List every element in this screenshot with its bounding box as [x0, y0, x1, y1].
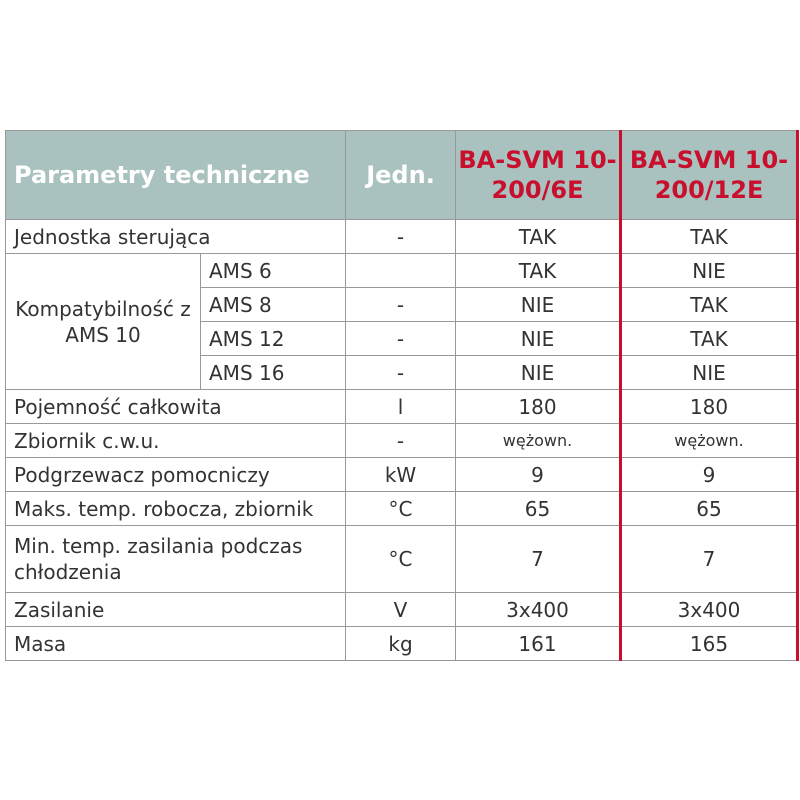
- unit-cell: kg: [345, 626, 457, 661]
- unit-cell: [345, 253, 457, 288]
- sub-label: AMS 6: [199, 253, 347, 288]
- table-row: Zbiornik c.w.u. - wężown. wężown.: [4, 423, 800, 458]
- unit-cell: V: [345, 592, 457, 627]
- value-cell: 180: [619, 389, 800, 424]
- row-label: Jednostka sterująca: [4, 219, 347, 254]
- value-cell: NIE: [455, 355, 622, 390]
- value-cell: TAK: [619, 287, 800, 322]
- value-cell: 9: [619, 457, 800, 492]
- sub-label: AMS 16: [199, 355, 347, 390]
- row-label: Pojemność całkowita: [4, 389, 347, 424]
- header-row: Parametry techniczne Jedn. BA-SVM 10-200…: [4, 130, 800, 220]
- unit-cell: l: [345, 389, 457, 424]
- table-row: Pojemność całkowita l 180 180: [4, 389, 800, 424]
- value-cell: 3x400: [619, 592, 800, 627]
- table-row: AMS 16- NIE NIE: [6, 355, 800, 390]
- value-cell: TAK: [619, 321, 800, 356]
- value-cell: 7: [619, 525, 800, 593]
- value-cell: 65: [455, 491, 622, 526]
- row-label: Podgrzewacz pomocniczy: [4, 457, 347, 492]
- value-cell: TAK: [455, 253, 622, 288]
- unit-cell: -: [345, 355, 457, 390]
- unit-cell: kW: [345, 457, 457, 492]
- row-label: Zbiornik c.w.u.: [4, 423, 347, 458]
- unit-cell: °C: [345, 491, 457, 526]
- table-row: Kompatybilność z AMS 10 AMS 6 TAK NIE: [5, 253, 800, 390]
- table-row: Maks. temp. robocza, zbiornik °C 65 65: [4, 491, 800, 526]
- value-cell: 9: [455, 457, 622, 492]
- value-cell: NIE: [455, 287, 622, 322]
- value-cell: TAK: [619, 219, 800, 254]
- value-cell: 7: [455, 525, 622, 593]
- table-row: AMS 8- NIE TAK: [6, 287, 800, 322]
- header-cell: Parametry techniczne: [4, 130, 347, 220]
- value-cell: 161: [455, 626, 622, 661]
- value-cell: 3x400: [455, 592, 622, 627]
- value-cell: NIE: [455, 321, 622, 356]
- row-label: Min. temp. zasilania podczas chłodzenia: [4, 525, 347, 593]
- model-header: BA-SVM 10-200/12E: [619, 130, 800, 220]
- value-cell: 180: [455, 389, 622, 424]
- value-cell: 65: [619, 491, 800, 526]
- sub-label: AMS 12: [199, 321, 347, 356]
- row-label: Masa: [4, 626, 347, 661]
- row-label: Zasilanie: [4, 592, 347, 627]
- value-cell: TAK: [455, 219, 622, 254]
- table-row: Min. temp. zasilania podczas chłodzenia °…: [4, 525, 800, 593]
- spec-table: Parametry techniczne Jedn. BA-SVM 10-200…: [4, 130, 800, 661]
- table-body: Jednostka sterująca - TAK TAK Kompatybilność…: [4, 219, 800, 661]
- table-row: Masa kg 161 165: [4, 626, 800, 661]
- table-row: Jednostka sterująca - TAK TAK: [4, 219, 800, 254]
- value-cell: wężown.: [619, 423, 800, 458]
- value-cell: wężown.: [455, 423, 622, 458]
- unit-cell: -: [345, 423, 457, 458]
- unit-cell: -: [345, 219, 457, 254]
- header-cell: Jedn.: [345, 130, 457, 220]
- model-header: BA-SVM 10-200/6E: [455, 130, 622, 220]
- row-label: Maks. temp. robocza, zbiornik: [4, 491, 347, 526]
- value-cell: NIE: [619, 355, 800, 390]
- value-cell: NIE: [619, 253, 800, 288]
- unit-cell: -: [345, 287, 457, 322]
- table-row: Zasilanie V 3x400 3x400: [4, 592, 800, 627]
- value-cell: 165: [619, 626, 800, 661]
- unit-cell: °C: [345, 525, 457, 593]
- table-row: Podgrzewacz pomocniczy kW 9 9: [4, 457, 800, 492]
- sub-label: AMS 8: [199, 287, 347, 322]
- group-label: Kompatybilność z AMS 10: [5, 253, 201, 390]
- unit-cell: -: [345, 321, 457, 356]
